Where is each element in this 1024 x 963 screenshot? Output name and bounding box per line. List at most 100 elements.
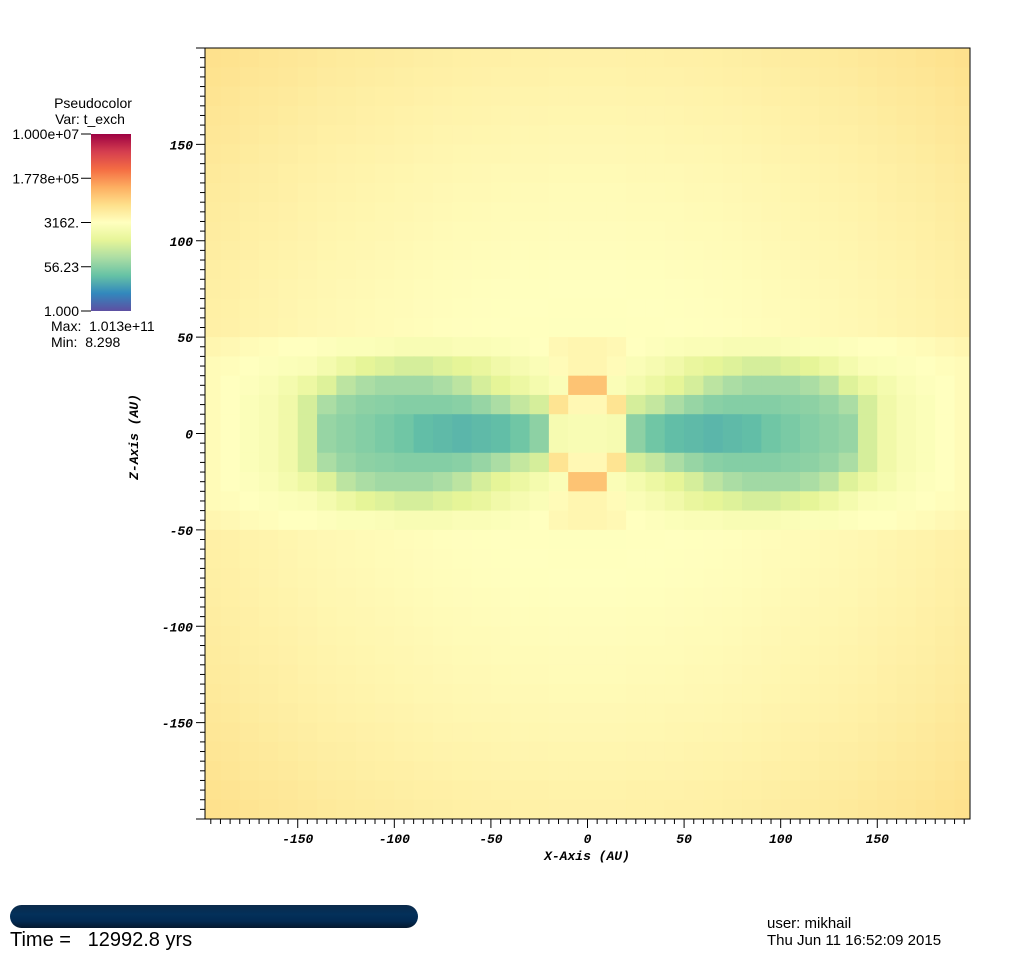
heatmap-cell xyxy=(800,67,820,88)
heatmap-cell xyxy=(587,452,608,473)
heatmap-cell xyxy=(239,202,260,223)
heatmap-cell xyxy=(394,684,415,704)
heatmap-cell xyxy=(452,260,473,280)
heatmap-cell xyxy=(761,202,782,223)
heatmap-cell xyxy=(490,67,511,88)
heatmap-cell xyxy=(336,510,357,531)
heatmap-cell xyxy=(510,105,531,126)
heatmap-cell xyxy=(954,375,970,396)
heatmap-cell xyxy=(819,452,840,473)
heatmap-cell xyxy=(935,375,956,396)
heatmap-cell xyxy=(375,529,395,550)
heatmap-cell xyxy=(819,549,840,570)
heatmap-cell xyxy=(297,48,318,68)
heatmap-cell xyxy=(317,86,337,107)
heatmap-cell xyxy=(432,741,453,762)
heatmap-cell xyxy=(877,356,898,377)
heatmap-cell xyxy=(259,626,280,647)
heatmap-cell xyxy=(664,587,685,608)
heatmap-cell xyxy=(838,279,859,300)
heatmap-cell xyxy=(645,260,666,280)
heatmap-cell xyxy=(510,510,531,531)
heatmap-cell xyxy=(278,105,299,126)
heatmap-cell xyxy=(742,645,762,666)
heatmap-cell xyxy=(413,163,434,184)
heatmap-cell xyxy=(780,452,801,473)
heatmap-cell xyxy=(857,587,878,608)
heatmap-cell xyxy=(857,606,878,627)
heatmap-cell xyxy=(355,279,376,300)
heatmap-cell xyxy=(587,761,608,782)
heatmap-cell xyxy=(297,337,318,357)
heatmap-cell xyxy=(205,125,222,145)
heatmap-cell xyxy=(857,125,878,145)
heatmap-cell xyxy=(510,568,531,589)
heatmap-cell xyxy=(355,722,376,743)
heatmap-cell xyxy=(645,105,666,126)
heatmap-cell xyxy=(548,472,569,492)
heatmap-cell xyxy=(935,529,956,550)
heatmap-cell xyxy=(800,452,820,473)
heatmap-cell xyxy=(205,606,222,627)
heatmap-cell xyxy=(877,67,898,88)
heatmap-cell xyxy=(896,337,917,357)
heatmap-cell xyxy=(703,626,724,647)
heatmap-cell xyxy=(336,664,357,685)
heatmap-cell xyxy=(684,414,705,435)
heatmap-cell xyxy=(375,587,395,608)
heatmap-cell xyxy=(278,414,299,435)
heatmap-cell xyxy=(529,587,550,608)
heatmap-cell xyxy=(394,86,415,107)
heatmap-cell xyxy=(838,741,859,762)
heatmap-cell xyxy=(220,645,241,666)
heatmap-cell xyxy=(915,144,936,165)
heatmap-cell xyxy=(606,761,627,782)
heatmap-cell xyxy=(394,645,415,666)
heatmap-cell xyxy=(935,491,956,512)
heatmap-cell xyxy=(394,472,415,492)
heatmap-cell xyxy=(915,606,936,627)
heatmap-cell xyxy=(432,48,453,68)
y-tick-label: 100 xyxy=(170,235,194,250)
heatmap-cell xyxy=(355,529,376,550)
heatmap-cell xyxy=(239,298,260,319)
heatmap-cell xyxy=(375,163,395,184)
heatmap-cell xyxy=(587,125,608,145)
heatmap-cell xyxy=(877,587,898,608)
heatmap-cell xyxy=(742,298,762,319)
heatmap-cell xyxy=(205,337,222,357)
heatmap-cell xyxy=(915,799,936,819)
heatmap-cell xyxy=(780,356,801,377)
heatmap-cell xyxy=(819,240,840,261)
heatmap-cell xyxy=(742,606,762,627)
heatmap-cell xyxy=(432,375,453,396)
heatmap-cell xyxy=(452,279,473,300)
heatmap-cell xyxy=(259,645,280,666)
heatmap-cell xyxy=(278,86,299,107)
time-slider[interactable] xyxy=(10,905,418,928)
heatmap-cell xyxy=(645,221,666,242)
heatmap-cell xyxy=(490,645,511,666)
heatmap-cell xyxy=(452,529,473,550)
heatmap-cell xyxy=(336,86,357,107)
heatmap-cell xyxy=(761,799,782,819)
heatmap-cell xyxy=(606,221,627,242)
heatmap-cell xyxy=(684,452,705,473)
heatmap-cell xyxy=(239,163,260,184)
heatmap-cell xyxy=(800,568,820,589)
heatmap-cell xyxy=(722,472,743,492)
heatmap-cell xyxy=(239,240,260,261)
heatmap-cell xyxy=(626,414,647,435)
heatmap-cell xyxy=(587,105,608,126)
heatmap-cell xyxy=(355,86,376,107)
heatmap-cell xyxy=(375,664,395,685)
heatmap-cell xyxy=(761,587,782,608)
heatmap-cell xyxy=(780,703,801,724)
legend-max: Max: 1.013e+11 xyxy=(51,318,155,334)
heatmap-cell xyxy=(877,86,898,107)
heatmap-cell xyxy=(471,260,492,280)
heatmap-cell xyxy=(664,240,685,261)
heatmap-cell xyxy=(915,703,936,724)
heatmap-cell xyxy=(761,221,782,242)
heatmap-cell xyxy=(432,279,453,300)
